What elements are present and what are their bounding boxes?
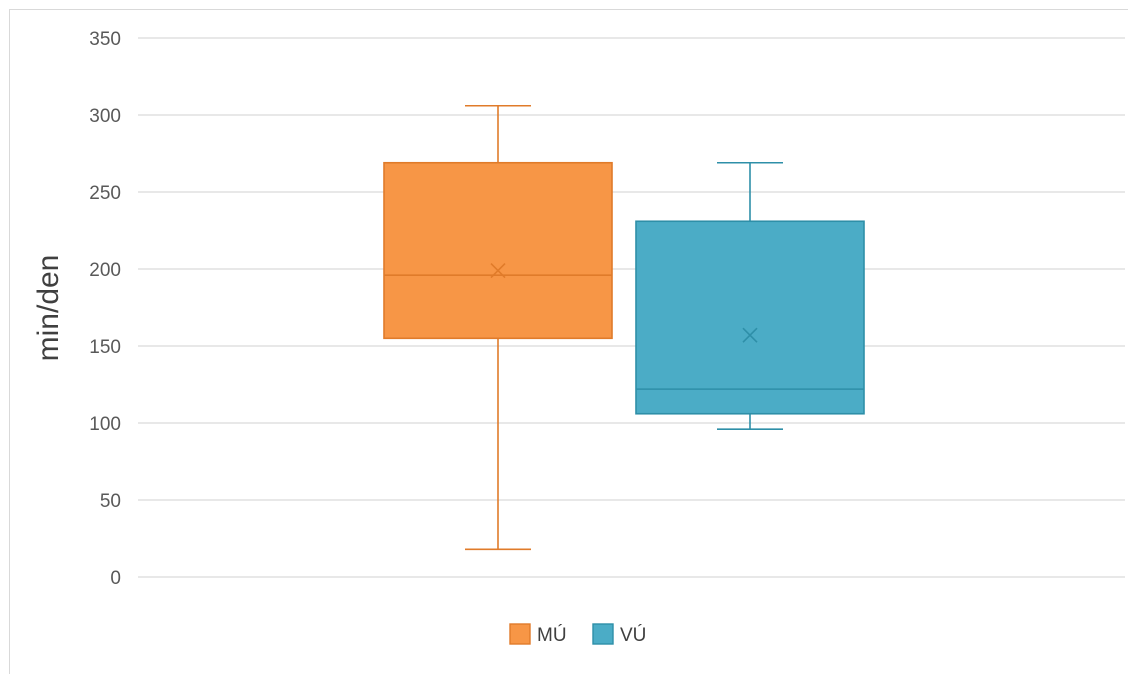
- y-axis-ticks: 0 50 100 150 200 250 300 350: [89, 29, 121, 589]
- y-tick-label-200: 200: [89, 260, 121, 281]
- iqr-box: [383, 161, 613, 340]
- legend-label: MÚ: [537, 624, 567, 646]
- y-tick-label-300: 300: [89, 106, 121, 127]
- y-tick-label-100: 100: [89, 414, 121, 435]
- mean-marker-b: [742, 327, 758, 343]
- legend-swatch: [592, 623, 614, 645]
- y-axis-title: min/den: [32, 255, 65, 362]
- legend-item-2: VÚ: [592, 623, 646, 646]
- box-2: [635, 161, 865, 430]
- y-tick-label-350: 350: [89, 29, 121, 50]
- iqr-box: [635, 220, 865, 415]
- legend-item-1: MÚ: [509, 623, 567, 646]
- y-tick-label-250: 250: [89, 183, 121, 204]
- mean-marker-b: [490, 262, 506, 279]
- legend: MÚ VÚ: [509, 623, 646, 646]
- box-series: [383, 104, 865, 551]
- legend-swatch: [509, 623, 531, 645]
- legend-label: VÚ: [620, 624, 646, 646]
- y-tick-label-50: 50: [100, 491, 121, 512]
- gridlines: [138, 37, 1125, 578]
- box-1: [383, 104, 613, 551]
- chart-frame: [9, 9, 1128, 674]
- y-tick-label-0: 0: [110, 568, 121, 589]
- y-tick-label-150: 150: [89, 337, 121, 358]
